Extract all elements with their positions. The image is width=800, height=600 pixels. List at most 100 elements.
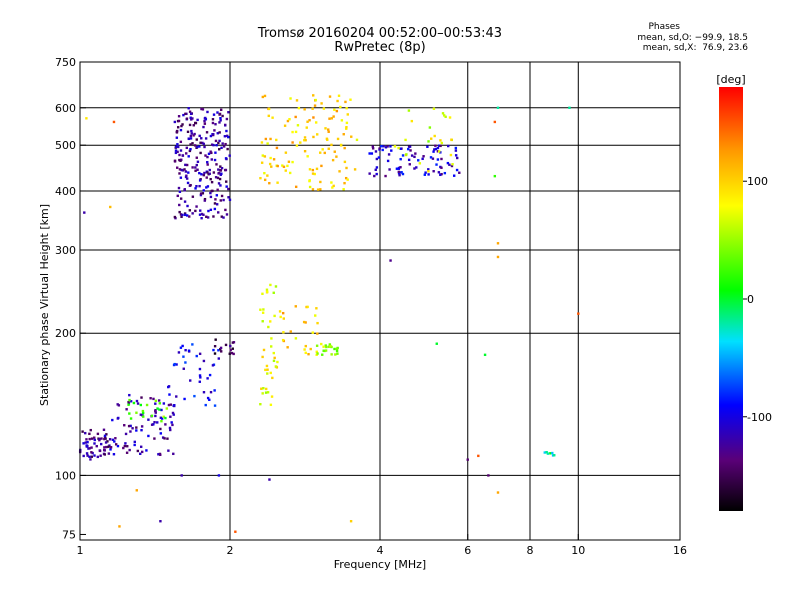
data-point [308, 179, 311, 182]
data-point [282, 317, 285, 320]
data-point [203, 122, 207, 125]
data-point [176, 150, 179, 154]
data-point [196, 160, 200, 164]
data-point [269, 345, 273, 348]
data-point [286, 119, 290, 123]
data-point [152, 423, 155, 426]
data-point [299, 141, 302, 144]
data-point [209, 195, 213, 199]
data-point [198, 380, 201, 383]
data-point [140, 428, 143, 432]
data-point [170, 421, 173, 424]
data-point [263, 178, 267, 182]
data-point [410, 154, 414, 157]
data-point [156, 421, 159, 424]
data-point [272, 359, 276, 363]
data-point [88, 437, 91, 441]
data-point [339, 105, 342, 109]
data-point [158, 402, 162, 405]
data-point [219, 119, 222, 122]
data-point [153, 437, 156, 440]
data-point [231, 347, 234, 350]
data-point [202, 359, 206, 363]
data-point [213, 158, 217, 162]
data-point [125, 408, 128, 411]
data-point [214, 198, 217, 201]
data-point [124, 432, 128, 436]
data-point [287, 160, 291, 163]
data-point [212, 133, 215, 136]
data-point [215, 163, 218, 166]
data-point [182, 355, 185, 358]
data-point [142, 415, 145, 418]
data-point [198, 213, 202, 216]
data-point [213, 207, 217, 211]
data-point [374, 150, 378, 153]
data-point [156, 407, 159, 410]
data-point [336, 352, 339, 355]
data-point [427, 173, 430, 176]
data-point [88, 432, 91, 436]
chart-subtitle: RwPretec (8p) [334, 40, 426, 55]
data-point [224, 157, 228, 160]
data-point [270, 165, 273, 168]
data-point [216, 111, 219, 114]
data-point [177, 115, 181, 118]
data-point [198, 367, 202, 371]
data-point [264, 137, 268, 141]
data-point [181, 344, 184, 348]
data-point [193, 132, 196, 136]
data-point [219, 347, 222, 351]
data-point [202, 189, 205, 192]
data-point [577, 312, 580, 315]
data-point [311, 331, 314, 334]
data-point [179, 149, 183, 152]
data-point [368, 172, 371, 175]
data-point [205, 131, 209, 134]
data-point [265, 387, 268, 391]
x-tick-label: 8 [527, 544, 534, 557]
data-point [225, 117, 229, 121]
data-point [381, 148, 384, 152]
data-point [225, 129, 228, 133]
data-point [308, 119, 311, 122]
data-point [432, 150, 435, 153]
data-point [141, 409, 145, 413]
data-point [175, 136, 179, 139]
data-point [217, 357, 220, 360]
data-point [183, 397, 186, 401]
data-point [375, 172, 378, 176]
data-point [270, 337, 273, 340]
data-point [176, 194, 179, 198]
data-point [204, 116, 207, 120]
data-point [160, 419, 163, 423]
data-point [200, 173, 203, 176]
data-point [454, 146, 458, 150]
data-point [188, 215, 191, 218]
data-point [284, 151, 288, 154]
data-point [104, 437, 107, 440]
data-point [180, 474, 183, 477]
data-point [204, 118, 208, 121]
data-point [313, 172, 316, 176]
data-point [271, 376, 274, 380]
data-point [191, 142, 194, 145]
data-point [189, 183, 192, 187]
data-point [421, 157, 424, 161]
data-point [448, 163, 451, 166]
data-point [424, 171, 427, 174]
data-point [224, 168, 228, 172]
data-point [458, 171, 461, 174]
data-point [440, 157, 443, 161]
data-point [209, 134, 213, 138]
data-point [199, 151, 202, 155]
x-tick-label: 16 [673, 544, 687, 557]
data-point [320, 102, 323, 105]
data-point [268, 181, 271, 185]
data-point [173, 160, 177, 163]
data-point [95, 444, 98, 448]
data-point [220, 146, 223, 150]
data-point [568, 106, 571, 109]
data-point [129, 417, 133, 420]
data-point [435, 342, 438, 345]
